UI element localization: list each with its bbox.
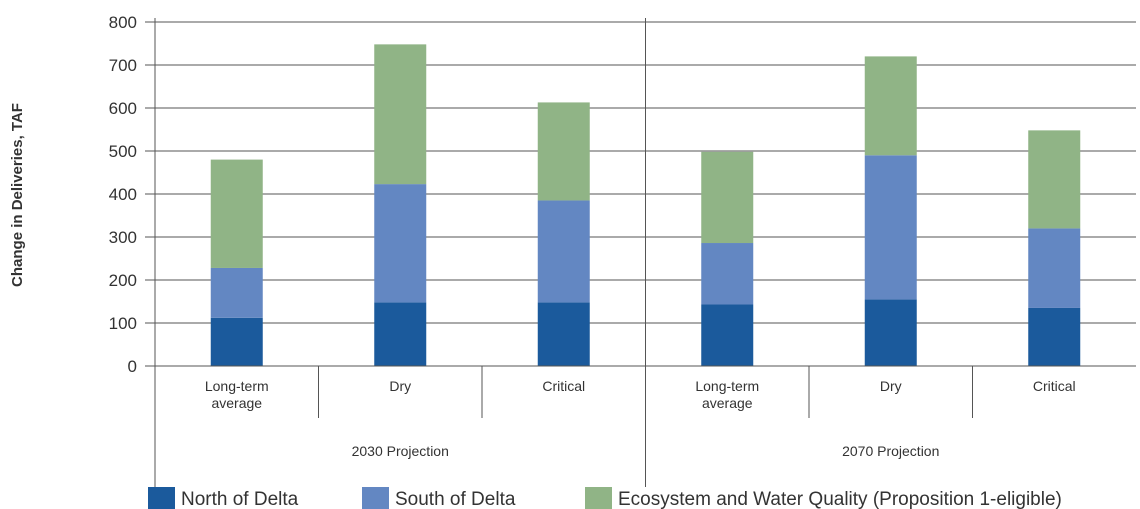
legend-swatch [362,487,389,509]
bar-segment-ecosystem-and-water-quality-proposition-1-eligible [210,159,263,268]
group-label: 2070 Projection [842,443,939,459]
category-label: Critical [542,378,585,394]
bar-segment-north-of-delta [537,302,590,366]
bar-segment-ecosystem-and-water-quality-proposition-1-eligible [537,102,590,201]
y-tick-label: 200 [109,271,137,290]
legend-swatch [585,487,612,509]
bar-segment-south-of-delta [374,184,427,303]
y-axis-label: Change in Deliveries, TAF [9,103,26,287]
bar-segment-ecosystem-and-water-quality-proposition-1-eligible [701,151,754,244]
legend-label: South of Delta [395,489,516,509]
bar-segment-north-of-delta [210,317,263,366]
y-tick-label: 800 [109,13,137,32]
y-tick-label: 600 [109,99,137,118]
category-label: Dry [389,378,411,394]
bar-segment-south-of-delta [864,155,917,300]
legend-swatch [148,487,175,509]
bar-segment-ecosystem-and-water-quality-proposition-1-eligible [1028,130,1081,229]
category-label: Long-term [695,378,759,394]
y-tick-label: 700 [109,56,137,75]
bar-segment-south-of-delta [537,200,590,303]
bar-segment-north-of-delta [374,302,427,366]
y-tick-label: 500 [109,142,137,161]
bar-segment-south-of-delta [210,267,263,318]
bar-segment-north-of-delta [1028,307,1081,366]
category-label: average [211,395,262,411]
y-tick-label: 300 [109,228,137,247]
bar-segment-south-of-delta [1028,228,1081,308]
legend-label: Ecosystem and Water Quality (Proposition… [618,489,1062,509]
bars [210,44,1081,366]
axes [145,18,1136,487]
y-tick-label: 100 [109,314,137,333]
bar-segment-ecosystem-and-water-quality-proposition-1-eligible [374,44,427,185]
bar-segment-north-of-delta [701,304,754,366]
bar-segment-north-of-delta [864,299,917,366]
legend: North of Delta South of Delta Ecosystem an… [148,487,1062,509]
category-label: Long-term [205,378,269,394]
group-label: 2030 Projection [352,443,449,459]
y-tick-labels: 0 100 200 300 400 500 600 700 800 [109,13,137,376]
category-label: Dry [880,378,902,394]
bar-segment-ecosystem-and-water-quality-proposition-1-eligible [864,56,917,156]
category-label: average [702,395,753,411]
y-tick-label: 0 [128,357,137,376]
bar-segment-south-of-delta [701,243,754,305]
legend-label: North of Delta [181,489,299,509]
y-tick-label: 400 [109,185,137,204]
category-label: Critical [1033,378,1076,394]
